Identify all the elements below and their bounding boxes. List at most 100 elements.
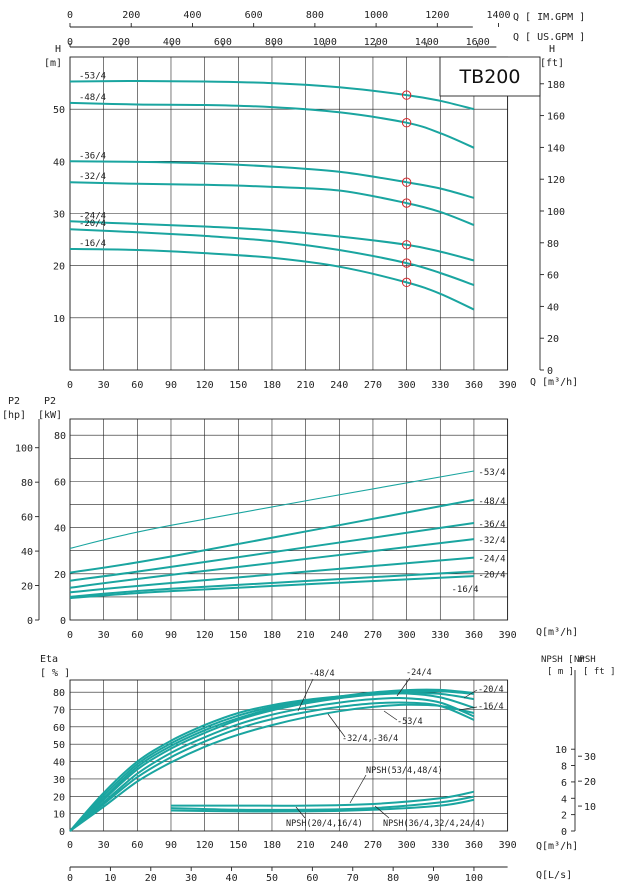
hp-tick-label: 20 <box>21 582 33 593</box>
power-xtick-label: 60 <box>131 630 143 641</box>
power-xtick-label: 30 <box>98 630 110 641</box>
npsh-m-unit: [ m ] <box>547 667 574 677</box>
head-xtick-label: 360 <box>465 380 483 391</box>
head-xtick-label: 150 <box>229 380 247 391</box>
power-xtick-label: 0 <box>67 630 73 641</box>
power-xtick-label: 210 <box>297 630 315 641</box>
head-ytick-label: 40 <box>53 157 65 168</box>
chart-title: TB200 <box>459 66 521 88</box>
ls-tick-label: 80 <box>387 873 399 884</box>
eta-tick-label: 30 <box>53 775 65 786</box>
npsh-ft-unit: [ ft ] <box>583 667 616 677</box>
eta-xtick-label: 30 <box>98 840 110 851</box>
head-series-label: -36/4 <box>79 151 106 161</box>
us-gpm-axis-label: Q [ US.GPM ] <box>513 32 585 43</box>
curve-annotation: -32/4,-36/4 <box>342 734 398 744</box>
eta-xtick-label: 120 <box>196 840 214 851</box>
head-ytick-label: 20 <box>53 262 65 273</box>
npsh-curve <box>170 798 475 813</box>
us-gpm-tick-label: 600 <box>214 37 232 48</box>
head-y-axis-label-unit: [m] <box>44 58 62 69</box>
eta-curve <box>69 688 474 832</box>
power-xtick-label: 240 <box>330 630 348 641</box>
head-curve <box>69 228 475 286</box>
kw-tick-label: 40 <box>54 524 66 535</box>
curve-annotation: NPSH(20/4,16/4) <box>286 819 363 829</box>
power-series-label: -48/4 <box>478 497 505 507</box>
hp-tick-label: 80 <box>21 478 33 489</box>
power-xtick-label: 270 <box>364 630 382 641</box>
power-series-label: -24/4 <box>478 555 505 565</box>
power-xtick-label: 390 <box>499 630 517 641</box>
kw-axis-label-unit: [kW] <box>38 410 62 421</box>
eta-tick-label: 60 <box>53 723 65 734</box>
annotation-leader <box>295 806 306 819</box>
rated-point-marker <box>401 258 412 268</box>
kw-tick-label: 20 <box>54 570 66 581</box>
power-curve <box>69 522 475 582</box>
im-gpm-tick-label: 0 <box>67 10 73 21</box>
power-curve <box>69 570 474 598</box>
npsh-axis-label-top: NPSH [ m <box>541 655 584 665</box>
head-ytick-label: 10 <box>53 314 65 325</box>
rated-point-marker <box>401 118 412 128</box>
power-curve <box>69 538 475 589</box>
power-xtick-label: 150 <box>229 630 247 641</box>
rated-point-marker <box>401 277 412 288</box>
head-series-label: -20/4 <box>79 219 106 229</box>
im-gpm-tick-label: 1400 <box>486 10 510 21</box>
eta-curve <box>69 701 475 832</box>
power-curve <box>69 498 475 574</box>
us-gpm-tick-label: 1400 <box>415 37 439 48</box>
eta-tick-label: 80 <box>53 688 65 699</box>
eta-xtick-label: 390 <box>499 840 517 851</box>
ft-tick-label: 140 <box>547 143 565 154</box>
ft-tick-label: 80 <box>547 239 559 250</box>
eta-curve <box>69 696 475 832</box>
power-xtick-label: 330 <box>431 630 449 641</box>
im-gpm-tick-label: 1000 <box>364 10 388 21</box>
head-xtick-label: 60 <box>131 380 143 391</box>
head-series-label: -48/4 <box>79 93 106 103</box>
im-gpm-tick-label: 1200 <box>425 10 449 21</box>
eta-xtick-label: 210 <box>297 840 315 851</box>
annotation-leader <box>327 713 346 738</box>
hp-tick-label: 40 <box>21 547 33 558</box>
im-gpm-axis-label: Q [ IM.GPM ] <box>513 12 585 23</box>
npsh-m-tick-label: 4 <box>561 794 567 805</box>
ls-tick-label: 100 <box>465 873 483 884</box>
curve-annotation: -53/4 <box>397 717 423 727</box>
ls-tick-label: 40 <box>226 873 238 884</box>
npsh-axis-label-ft-top: NPSH <box>574 655 596 665</box>
eta-xtick-label: 330 <box>431 840 449 851</box>
eta-tick-label: 40 <box>53 758 65 769</box>
kw-axis-label-p2: P2 <box>44 396 56 407</box>
ft-tick-label: 0 <box>547 366 553 377</box>
eta-xtick-label: 240 <box>330 840 348 851</box>
title-box <box>439 56 541 97</box>
head-xtick-label: 270 <box>364 380 382 391</box>
eta-tick-label: 0 <box>59 827 65 838</box>
ft-axis-label-unit: [ft] <box>540 58 564 69</box>
npsh-ft-tick-label: 30 <box>584 752 596 763</box>
eta-xtick-label: 270 <box>364 840 382 851</box>
power-curve <box>69 470 474 549</box>
head-xtick-label: 90 <box>165 380 177 391</box>
power-xtick-label: 300 <box>398 630 416 641</box>
head-curve <box>69 101 475 149</box>
eta-xtick-label: 180 <box>263 840 281 851</box>
head-x-axis-label: Q [m³/h] <box>530 377 578 388</box>
eta-xtick-label: 300 <box>398 840 416 851</box>
npsh-ft-tick-label: 10 <box>584 802 596 813</box>
annotation-leader <box>396 677 411 697</box>
us-gpm-tick-label: 1000 <box>313 37 337 48</box>
power-x-axis-label: Q[m³/h] <box>536 627 578 638</box>
eta-xtick-label: 360 <box>465 840 483 851</box>
annotation-leader <box>458 706 478 711</box>
curve-annotation: -24/4 <box>406 668 432 678</box>
hp-axis-label-unit: [hp] <box>2 410 26 421</box>
curve-annotation: NPSH(53/4,48/4) <box>366 766 443 776</box>
us-gpm-tick-label: 1200 <box>364 37 388 48</box>
im-gpm-tick-label: 600 <box>245 10 263 21</box>
